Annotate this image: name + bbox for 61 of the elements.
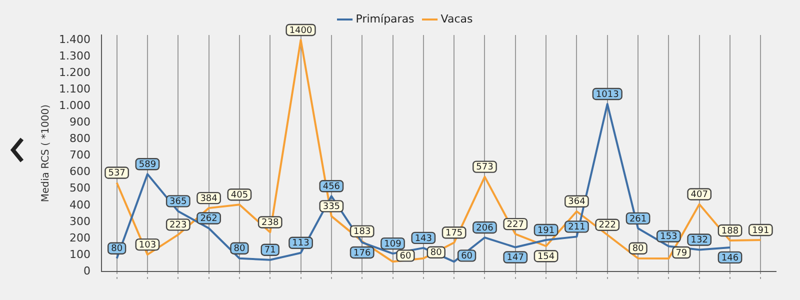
data-label: 80 (430, 248, 442, 258)
data-label: 589 (138, 160, 156, 170)
y-tick-label: 900 (69, 116, 90, 129)
data-label: 113 (292, 238, 310, 249)
data-label: 80 (234, 244, 246, 254)
data-label: 405 (230, 190, 248, 200)
data-label: 335 (322, 202, 340, 212)
y-tick-label: 1.200 (58, 66, 90, 79)
data-label: 1013 (596, 90, 619, 100)
data-label: 154 (537, 252, 555, 262)
y-tick-label: 1.000 (58, 99, 90, 112)
data-label: 573 (476, 162, 494, 173)
data-label: 261 (629, 214, 647, 224)
data-label: 222 (598, 220, 616, 231)
data-label: 364 (568, 197, 586, 208)
y-tick-label: 800 (69, 132, 90, 146)
data-label: 175 (445, 228, 463, 238)
data-label: 71 (264, 246, 276, 256)
data-label: 188 (721, 226, 739, 236)
data-label: 227 (506, 220, 524, 230)
data-label: 191 (752, 226, 770, 236)
y-tick-label: 300 (69, 214, 90, 228)
data-label: 176 (354, 248, 371, 258)
data-label: 80 (632, 244, 644, 254)
y-tick-label: 700 (69, 148, 90, 162)
data-label: 262 (200, 214, 218, 224)
data-label: 1400 (289, 26, 313, 36)
data-label: 146 (721, 253, 739, 264)
data-label: 80 (111, 244, 123, 254)
y-tick-label: 600 (69, 165, 90, 178)
y-tick-label: 500 (69, 182, 90, 195)
legend-label: Vacas (440, 12, 473, 26)
y-tick-label: 1.400 (58, 32, 90, 46)
y-axis-title: Media RCS ( *1000) (40, 104, 52, 202)
data-label: 456 (322, 182, 340, 192)
y-tick-label: 200 (69, 231, 90, 244)
data-label: 537 (108, 168, 126, 179)
data-label: 183 (354, 227, 371, 238)
data-label: 103 (138, 240, 156, 250)
data-label: 384 (200, 194, 218, 204)
y-tick-label: 1.300 (58, 49, 90, 62)
data-label: 191 (537, 226, 555, 236)
data-label: 211 (568, 222, 586, 233)
y-tick-label: 100 (69, 248, 90, 261)
data-label: 238 (262, 218, 279, 228)
data-label: 143 (414, 234, 432, 244)
data-label: 132 (690, 236, 708, 246)
data-label: 153 (660, 232, 678, 242)
data-label: 60 (461, 252, 473, 262)
data-label: 109 (384, 239, 402, 250)
data-label: 206 (476, 223, 494, 234)
y-tick-label: 400 (69, 198, 90, 212)
data-label: 147 (506, 253, 524, 264)
y-tick-label: 0 (83, 264, 90, 278)
data-label: 223 (170, 220, 187, 231)
legend-label: Primíparas (356, 12, 415, 26)
y-tick-label: 1.100 (58, 82, 90, 96)
data-label: 60 (400, 252, 412, 262)
data-label: 79 (676, 248, 688, 258)
data-label: 407 (690, 190, 708, 200)
data-label: 365 (170, 197, 187, 208)
